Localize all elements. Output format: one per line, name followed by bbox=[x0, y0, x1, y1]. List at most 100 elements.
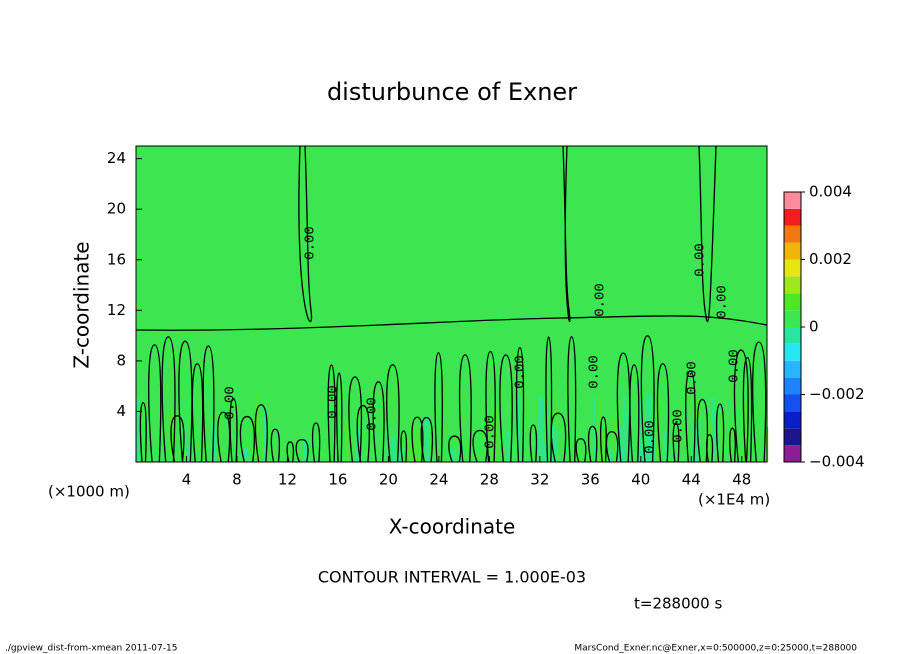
contour-label: 0.00 bbox=[483, 415, 499, 449]
field-patch bbox=[763, 426, 769, 462]
field-patch bbox=[304, 438, 309, 462]
colorbar-tick-label: 0.004 bbox=[809, 183, 852, 201]
y-axis-label: Z-coordinate bbox=[70, 241, 94, 368]
field-patch bbox=[486, 423, 490, 462]
contour-line bbox=[640, 335, 655, 463]
footer-left: ./gpview_dist-from-xmean 2011-07-15 bbox=[5, 644, 177, 654]
field-patch bbox=[506, 430, 510, 462]
contour-line bbox=[685, 370, 696, 463]
contour-line bbox=[696, 398, 709, 463]
field-patch bbox=[183, 451, 187, 462]
contour-label: 0.00 bbox=[727, 349, 743, 383]
contour-line bbox=[550, 412, 567, 463]
y-tick-label: 24 bbox=[107, 149, 126, 167]
contour-line bbox=[239, 415, 256, 463]
x-tick-label: 36 bbox=[581, 471, 600, 489]
field-patch bbox=[618, 426, 624, 462]
contour-line bbox=[448, 435, 462, 463]
contour-line bbox=[372, 381, 385, 463]
field-patch bbox=[391, 434, 396, 462]
y-unit: (×1000 m) bbox=[48, 483, 130, 501]
contour-line bbox=[458, 354, 472, 463]
contour-line bbox=[529, 424, 538, 463]
colorbar-swatch bbox=[784, 327, 801, 344]
contour-line bbox=[148, 344, 162, 463]
colorbar-tick-label: −0.002 bbox=[809, 385, 865, 403]
contour-line bbox=[629, 364, 640, 463]
contour-line bbox=[191, 363, 204, 463]
colorbar-swatch bbox=[784, 428, 801, 446]
chart-title: disturbunce of Exner bbox=[327, 78, 577, 106]
contour-line bbox=[254, 404, 268, 463]
field-patch bbox=[218, 410, 221, 462]
footer-right: MarsCond_Exner.nc@Exner,x=0:500000,z=0:2… bbox=[574, 644, 857, 654]
x-tick-label: 40 bbox=[631, 471, 650, 489]
field-patch bbox=[412, 422, 419, 462]
field-patch bbox=[424, 416, 431, 462]
field-patch bbox=[595, 398, 602, 462]
field-patch bbox=[707, 424, 713, 462]
field-patch bbox=[243, 447, 249, 462]
field-patch bbox=[457, 444, 462, 462]
contour-line bbox=[356, 404, 370, 463]
contour-line bbox=[499, 354, 513, 463]
field-patch bbox=[490, 421, 494, 462]
contour-label: 0.00 bbox=[643, 420, 659, 454]
field-patch bbox=[651, 437, 657, 462]
x-tick-label: 16 bbox=[328, 471, 347, 489]
contour-line bbox=[706, 434, 714, 463]
field-patch bbox=[386, 427, 390, 462]
colorbar-swatch bbox=[784, 242, 801, 260]
contour-line bbox=[139, 401, 147, 463]
field-patch bbox=[645, 393, 652, 462]
contour-line bbox=[336, 372, 343, 463]
y-tick-label: 20 bbox=[107, 200, 126, 218]
contour-line bbox=[672, 422, 680, 463]
contour-line bbox=[605, 431, 619, 463]
x-tick-label: 44 bbox=[682, 471, 701, 489]
contour-label: 0.00 bbox=[593, 283, 609, 317]
field-patch bbox=[543, 443, 548, 462]
colorbar-tick-label: 0.002 bbox=[809, 250, 852, 268]
plot-frame bbox=[135, 145, 768, 463]
x-tick-label: 32 bbox=[530, 471, 549, 489]
field-patch bbox=[741, 450, 746, 462]
x-tick-label: 48 bbox=[732, 471, 751, 489]
colorbar-swatch bbox=[784, 377, 801, 395]
field-patch bbox=[552, 426, 558, 462]
contours bbox=[135, 145, 768, 463]
contour-line bbox=[170, 415, 185, 463]
contour-line bbox=[729, 427, 736, 463]
field-patch bbox=[450, 450, 457, 462]
y-tick-label: 12 bbox=[107, 301, 126, 319]
contour-label: 0.00 bbox=[587, 355, 603, 389]
contour-label: 0.00 bbox=[671, 409, 687, 443]
contour-line bbox=[515, 346, 525, 463]
contour-line bbox=[420, 416, 434, 463]
contour-label: 0.00 bbox=[303, 226, 319, 260]
contour-line bbox=[752, 341, 767, 463]
colorbar-swatch bbox=[784, 360, 801, 378]
contour-line bbox=[327, 364, 336, 463]
contour-line bbox=[400, 430, 408, 463]
contour-label: 0.00 bbox=[365, 397, 381, 431]
x-tick-label: 24 bbox=[429, 471, 448, 489]
field-patch bbox=[637, 399, 643, 462]
contour-line bbox=[575, 438, 587, 463]
colorbar-swatch bbox=[784, 192, 801, 209]
contour-line bbox=[411, 416, 424, 463]
colorbar-swatch bbox=[784, 259, 801, 277]
time-label: t=288000 s bbox=[634, 595, 722, 613]
colorbar-swatch bbox=[784, 343, 801, 361]
x-tick-label: 12 bbox=[278, 471, 297, 489]
field-patch bbox=[743, 403, 748, 462]
field-patch bbox=[537, 396, 544, 462]
contour-line bbox=[656, 363, 670, 463]
contour-line bbox=[434, 351, 443, 463]
contour-line bbox=[295, 438, 309, 463]
x-tick-label: 28 bbox=[480, 471, 499, 489]
colorbar-tick-label: −0.004 bbox=[809, 453, 865, 471]
colorbar-swatch bbox=[784, 411, 801, 429]
field-patch bbox=[396, 446, 403, 462]
